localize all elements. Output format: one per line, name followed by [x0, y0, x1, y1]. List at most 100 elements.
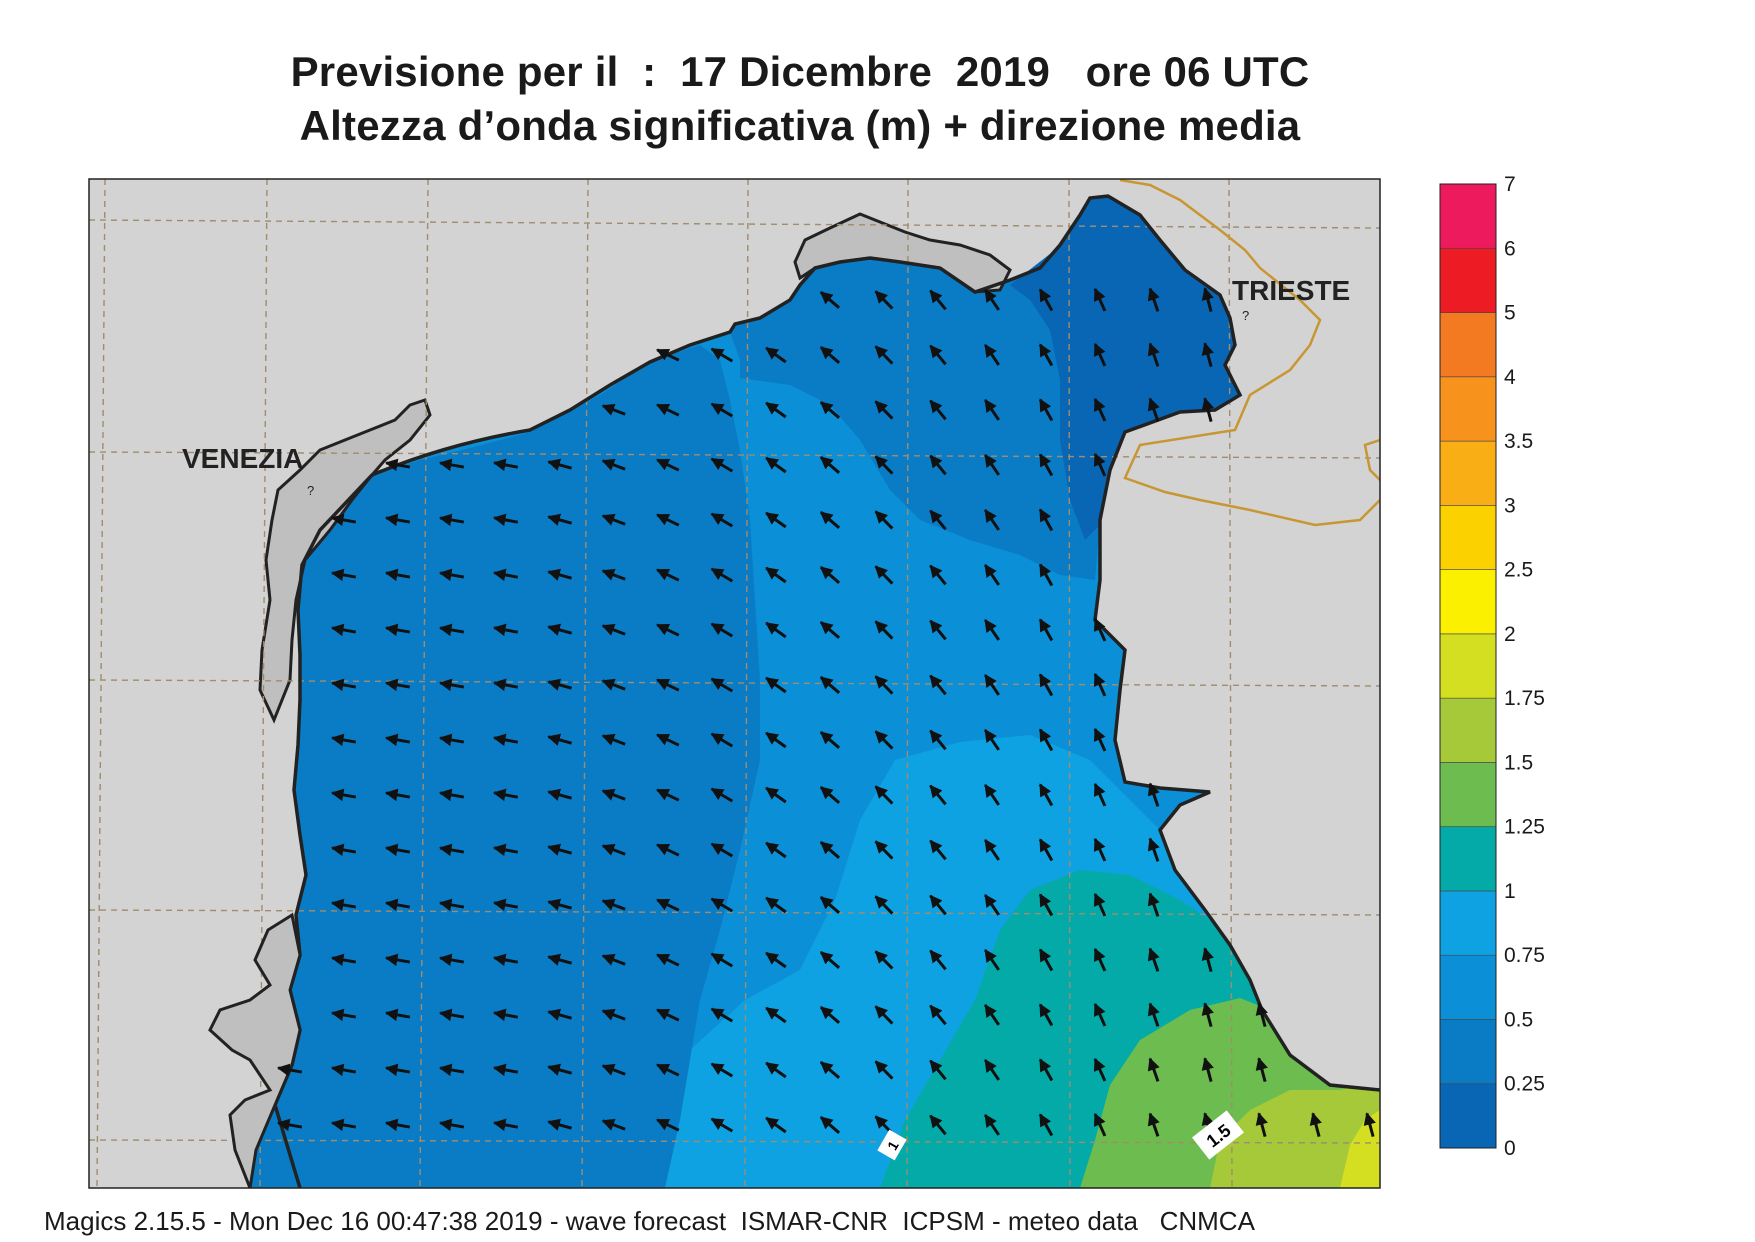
city-label-trieste: TRIESTE: [1232, 275, 1350, 306]
wave-direction-arrow-icon: [384, 1063, 411, 1077]
wave-direction-arrow-icon: [929, 674, 947, 696]
wave-direction-arrow-icon: [1093, 672, 1107, 697]
legend-tick-label: 7: [1504, 173, 1516, 196]
wave-direction-arrow-icon: [765, 1116, 787, 1134]
wave-direction-arrow-icon: [874, 785, 894, 805]
wave-direction-arrow-icon: [492, 623, 519, 637]
wave-direction-arrow-icon: [1038, 838, 1054, 862]
wave-direction-arrow-icon: [547, 733, 572, 746]
wave-direction-arrow-icon: [1363, 1112, 1376, 1137]
wave-direction-arrow-icon: [438, 568, 465, 582]
legend-swatch: [1439, 633, 1497, 699]
wave-direction-arrow-icon: [438, 788, 465, 802]
wave-direction-arrow-icon: [492, 678, 519, 692]
wave-direction-arrow-icon: [819, 291, 841, 309]
legend-tick-label: 4: [1504, 366, 1516, 389]
wave-direction-arrow-icon: [710, 622, 734, 638]
wave-direction-arrow-icon: [874, 895, 894, 915]
wave-direction-arrow-icon: [492, 788, 519, 802]
legend-tick-label: 1.25: [1504, 816, 1545, 839]
wave-direction-arrow-icon: [492, 513, 519, 527]
wave-direction-arrow-icon: [438, 623, 465, 637]
wave-direction-arrow-icon: [765, 566, 787, 584]
legend-tick-label: 1.5: [1504, 751, 1533, 774]
wave-direction-arrow-icon: [874, 730, 894, 750]
wave-direction-arrow-icon: [1038, 563, 1054, 587]
wave-direction-arrow-icon: [819, 786, 841, 804]
wave-direction-arrow-icon: [1093, 947, 1107, 972]
wave-direction-arrow-icon: [656, 678, 680, 692]
legend-tick-label: 2: [1504, 623, 1516, 646]
coast-land-istria: [1095, 420, 1380, 1090]
wave-direction-arrow-icon: [492, 733, 519, 747]
wave-direction-arrow-icon: [330, 788, 357, 802]
wave-direction-arrow-icon: [330, 1008, 357, 1022]
legend-tick-label: 0.75: [1504, 944, 1545, 967]
wave-direction-arrow-icon: [1093, 727, 1107, 752]
wave-direction-arrow-icon: [656, 898, 680, 912]
wave-direction-arrow-icon: [656, 1063, 680, 1077]
wave-direction-arrow-icon: [330, 568, 357, 582]
wave-direction-arrow-icon: [547, 1008, 572, 1021]
legend-swatch: [1439, 697, 1497, 763]
wave-direction-arrow-icon: [547, 623, 572, 636]
wave-direction-arrow-icon: [983, 509, 1001, 531]
wave-direction-arrow-icon: [929, 289, 947, 311]
footer-credits: Magics 2.15.5 - Mon Dec 16 00:47:38 2019…: [44, 1206, 1255, 1236]
wave-direction-arrow-icon: [765, 1006, 787, 1024]
wave-direction-arrow-icon: [929, 729, 947, 751]
wave-direction-arrow-icon: [656, 568, 680, 582]
wave-direction-arrow-icon: [330, 843, 357, 857]
wave-direction-arrow-icon: [819, 1006, 841, 1024]
wave-direction-arrow-icon: [765, 511, 787, 529]
wave-direction-arrow-icon: [1038, 1058, 1054, 1082]
wave-direction-arrow-icon: [384, 898, 411, 912]
wave-direction-arrow-icon: [656, 348, 680, 362]
wave-direction-arrow-icon: [765, 896, 787, 914]
wave-direction-arrow-icon: [929, 1114, 947, 1136]
state-border: [1119, 179, 1380, 527]
wave-direction-arrow-icon: [874, 400, 894, 420]
wave-direction-arrow-icon: [983, 1004, 1001, 1026]
wave-direction-arrow-icon: [1093, 287, 1107, 312]
wave-direction-arrow-icon: [330, 1063, 357, 1077]
legend-tick-label: 2.5: [1504, 559, 1533, 582]
wave-direction-arrow-icon: [874, 950, 894, 970]
wave-zone-1.5-1.75: [1210, 1080, 1380, 1188]
wave-direction-arrow-icon: [1038, 288, 1054, 312]
wave-direction-arrow-icon: [819, 951, 841, 969]
wave-direction-arrow-icon: [492, 843, 519, 857]
wave-direction-arrow-icon: [765, 731, 787, 749]
wave-direction-arrow-icon: [710, 677, 734, 693]
wave-direction-arrow-icon: [492, 953, 519, 967]
wave-direction-arrow-icon: [929, 344, 947, 366]
wave-direction-arrow-icon: [330, 733, 357, 747]
legend-swatch: [1439, 1083, 1497, 1149]
wave-direction-arrow-icon: [819, 731, 841, 749]
legend-tick-label: 5: [1504, 302, 1516, 325]
wave-direction-arrow-icon: [819, 401, 841, 419]
wave-direction-arrow-icon: [384, 788, 411, 802]
wave-direction-arrow-icon: [656, 733, 680, 747]
wave-direction-arrow-icon: [1147, 287, 1160, 312]
wave-direction-arrow-icon: [710, 1007, 734, 1023]
wave-direction-arrow-icon: [874, 1060, 894, 1080]
wave-direction-arrow-icon: [492, 1063, 519, 1077]
legend-tick-label: 3.5: [1504, 430, 1533, 453]
wave-direction-arrow-icon: [874, 1005, 894, 1025]
wave-direction-arrow-icon: [765, 786, 787, 804]
wave-direction-arrow-icon: [1147, 837, 1160, 862]
wave-direction-arrow-icon: [656, 788, 680, 802]
wave-direction-arrow-icon: [929, 784, 947, 806]
wave-direction-arrow-icon: [765, 456, 787, 474]
wave-direction-arrow-icon: [601, 843, 626, 856]
wave-direction-arrow-icon: [601, 733, 626, 746]
wave-direction-arrow-icon: [1309, 1112, 1322, 1137]
wave-direction-arrow-icon: [1038, 1113, 1054, 1137]
lagoon-land: [258, 398, 432, 724]
wave-direction-arrow-icon: [983, 619, 1001, 641]
wave-direction-arrow-icon: [1093, 617, 1107, 642]
wave-direction-arrow-icon: [929, 839, 947, 861]
legend-swatch: [1439, 247, 1497, 313]
